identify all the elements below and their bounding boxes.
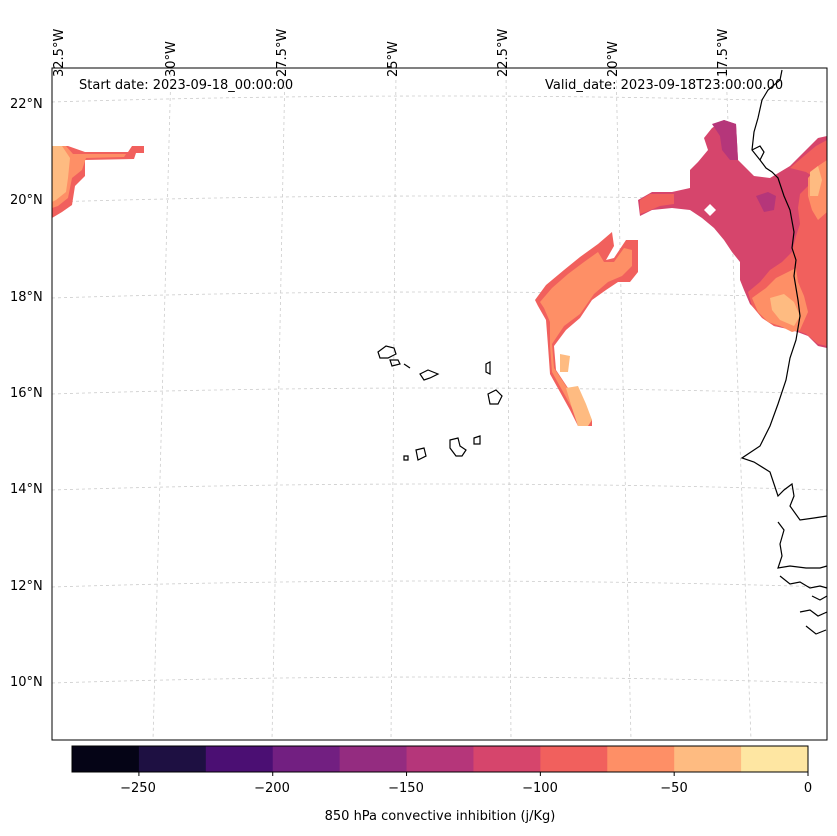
island-santo-antao bbox=[377, 345, 397, 359]
colorbar-swatch bbox=[473, 746, 541, 772]
coastlines bbox=[377, 69, 828, 635]
cbar-label-minus50: −50 bbox=[660, 781, 688, 796]
cin-fill-nw-inner bbox=[52, 146, 70, 202]
colorbar-swatch bbox=[72, 746, 140, 772]
cbar-label-minus150: −150 bbox=[388, 781, 424, 796]
island-brava bbox=[403, 455, 409, 461]
lat-label-14n: 14°N bbox=[10, 482, 43, 497]
start-date-label: Start date: 2023-09-18_00:00:00 bbox=[79, 78, 294, 93]
gridline-lat-16n bbox=[51, 387, 828, 395]
cbar-label-minus100: −100 bbox=[522, 781, 558, 796]
lon-label-30w: 30°W bbox=[164, 41, 179, 77]
cin-fill-coastal-purple bbox=[712, 120, 776, 212]
cbar-label-0: 0 bbox=[803, 781, 813, 796]
lat-label-20n: 20°N bbox=[10, 193, 43, 208]
cbar-label-minus200: −200 bbox=[254, 781, 290, 796]
lon-label-27.5w: 27.5°W bbox=[275, 28, 290, 77]
island-fogo bbox=[415, 447, 427, 461]
lat-label-12n: 12°N bbox=[10, 579, 43, 594]
gridline-lon-17.5w bbox=[725, 67, 752, 741]
island-maio bbox=[473, 435, 481, 445]
cin-hole bbox=[704, 204, 716, 216]
cin-region-northwest bbox=[52, 146, 144, 218]
colorbar-swatch bbox=[741, 746, 809, 772]
gridlines bbox=[51, 67, 828, 741]
cin-fill-coastal-lightest bbox=[770, 166, 822, 326]
gridline-lon-20w bbox=[615, 67, 632, 741]
colorbar-frame bbox=[71, 745, 809, 773]
cin-fill-band-inner bbox=[560, 354, 592, 426]
africa-coastline bbox=[740, 69, 828, 635]
gridline-lon-22.5w bbox=[505, 67, 512, 741]
african-coast-inlet bbox=[751, 145, 765, 161]
cin-fill-band-mid bbox=[540, 248, 632, 424]
map-frame bbox=[51, 67, 828, 741]
lat-label-22n: 22°N bbox=[10, 97, 43, 112]
island-santiago bbox=[449, 437, 467, 457]
island-sao-nicolau bbox=[419, 369, 440, 381]
island-sal bbox=[485, 361, 491, 375]
cin-fill-nw-mid bbox=[52, 146, 126, 208]
lon-label-20w: 20°W bbox=[606, 41, 621, 77]
lon-label-22.5w: 22.5°W bbox=[496, 28, 511, 77]
lat-label-10n: 10°N bbox=[10, 675, 43, 690]
colorbar-swatch bbox=[406, 746, 474, 772]
colorbar-swatch bbox=[205, 746, 274, 772]
colorbar-swatch bbox=[339, 746, 408, 772]
colorbar-swatch bbox=[272, 746, 341, 772]
gridline-lat-18n bbox=[51, 291, 828, 299]
lon-label-25w: 25°W bbox=[386, 41, 401, 77]
gridline-lon-27.5w bbox=[271, 67, 286, 741]
gridline-lon-25w bbox=[390, 67, 397, 741]
colorbar-swatch bbox=[138, 746, 207, 772]
island-santa-luzia bbox=[403, 363, 411, 369]
gridline-lat-20n bbox=[51, 195, 828, 203]
gridline-lat-12n bbox=[51, 580, 828, 588]
island-boa-vista bbox=[487, 389, 503, 405]
island-sao-vicente bbox=[389, 359, 401, 367]
cin-fill-coastal-light bbox=[752, 160, 827, 332]
colorbar-swatch bbox=[540, 746, 608, 772]
gridline-lat-14n bbox=[51, 483, 828, 491]
colorbar-swatch bbox=[674, 746, 742, 772]
valid-date-label: Valid_date: 2023-09-18T23:00:00.00 bbox=[545, 78, 784, 93]
colorbar-title: 850 hPa convective inhibition (j/Kg) bbox=[324, 809, 556, 824]
lat-label-18n: 18°N bbox=[10, 290, 43, 305]
cin-region-coastal bbox=[638, 120, 827, 348]
gridline-lat-10n bbox=[51, 676, 828, 684]
cin-region-band bbox=[535, 232, 638, 426]
lat-label-16n: 16°N bbox=[10, 386, 43, 401]
colorbar-ticks bbox=[138, 772, 809, 776]
lon-label-32.5w: 32.5°W bbox=[52, 28, 67, 77]
lon-label-17.5w: 17.5°W bbox=[716, 28, 731, 77]
colorbar bbox=[72, 746, 809, 772]
gridline-lon-30w bbox=[152, 67, 172, 741]
colorbar-swatch bbox=[607, 746, 675, 772]
cbar-label-minus250: −250 bbox=[120, 781, 156, 796]
gridline-lat-22n bbox=[51, 95, 828, 103]
